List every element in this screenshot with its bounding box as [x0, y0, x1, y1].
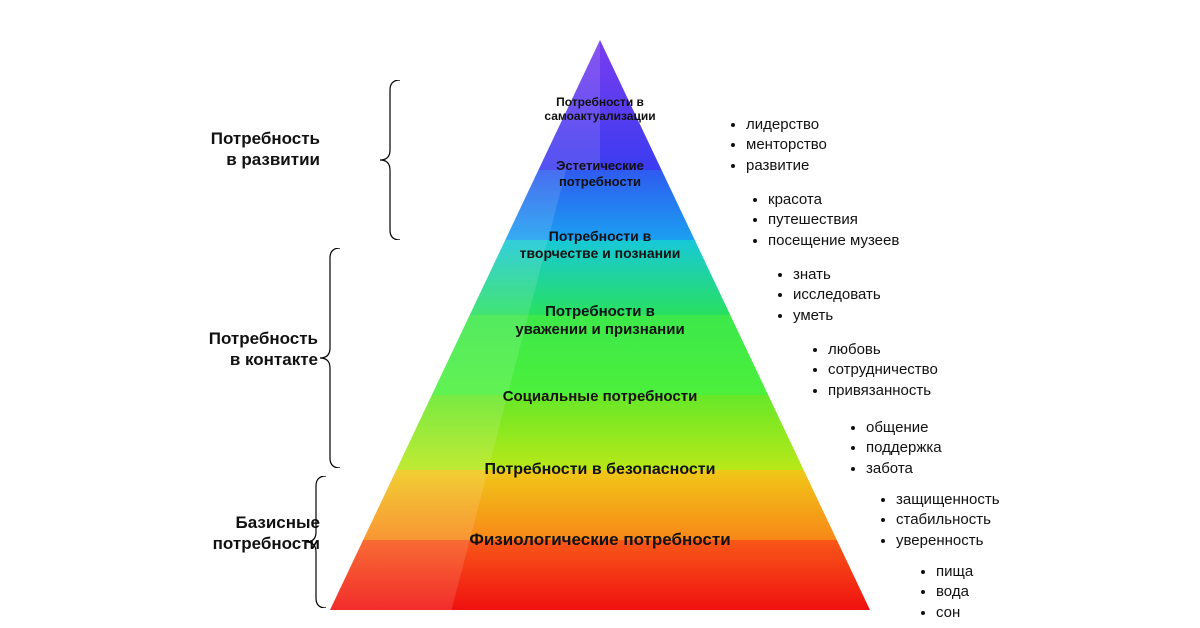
detail-list: знатьисследоватьуметь — [775, 265, 881, 326]
detail-list-item: вода — [936, 582, 973, 602]
detail-list-item: стабильность — [896, 510, 1000, 530]
detail-list-item: забота — [866, 459, 942, 479]
detail-list-item: защищенность — [896, 490, 1000, 510]
detail-list-item: любовь — [828, 340, 938, 360]
curly-brace-icon — [296, 476, 326, 608]
detail-list: общениеподдержказабота — [848, 418, 942, 479]
detail-list-item: пища — [936, 562, 973, 582]
detail-list: пищаводасон — [918, 562, 973, 623]
detail-list-item: путешествия — [768, 210, 899, 230]
detail-list-item: посещение музеев — [768, 231, 899, 251]
group-label: Потребность в развитии — [211, 128, 320, 171]
detail-list: лидерствоменторстворазвитие — [728, 115, 827, 176]
curly-brace-icon — [310, 248, 340, 468]
detail-list-item: поддержка — [866, 438, 942, 458]
detail-list-item: менторство — [746, 135, 827, 155]
detail-list-item: привязанность — [828, 381, 938, 401]
detail-list-item: общение — [866, 418, 942, 438]
detail-list-item: развитие — [746, 156, 827, 176]
detail-list-item: красота — [768, 190, 899, 210]
detail-list-item: знать — [793, 265, 881, 285]
detail-list: защищенностьстабильностьуверенность — [878, 490, 1000, 551]
curly-brace-icon — [370, 80, 400, 240]
detail-list-item: лидерство — [746, 115, 827, 135]
detail-list: красотапутешествияпосещение музеев — [750, 190, 899, 251]
detail-list-item: сон — [936, 603, 973, 623]
detail-list-item: уверенность — [896, 531, 1000, 551]
diagram-container: Потребность в развитии Потребность в конт… — [0, 0, 1200, 628]
detail-list-item: уметь — [793, 306, 881, 326]
detail-list-item: сотрудничество — [828, 360, 938, 380]
detail-list: любовьсотрудничествопривязанность — [810, 340, 938, 401]
group-label: Потребность в контакте — [209, 328, 318, 371]
detail-list-item: исследовать — [793, 285, 881, 305]
